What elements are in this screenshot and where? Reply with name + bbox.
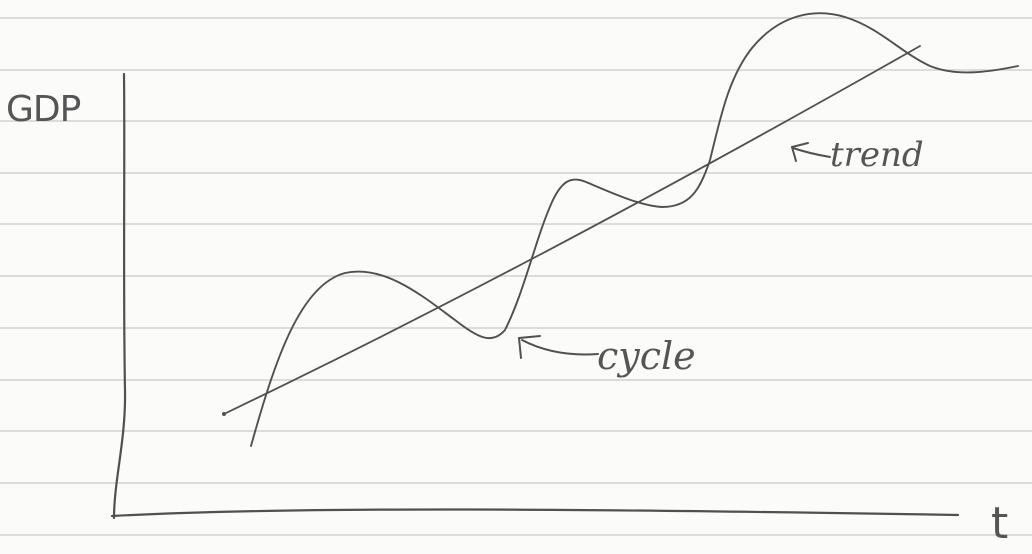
trend-arrow-icon — [791, 142, 831, 162]
trend-annotation: trend — [830, 135, 924, 175]
x-axis — [110, 508, 960, 518]
cycle-annotation: cycle — [597, 334, 696, 378]
x-axis-label: t — [991, 498, 1009, 549]
trend-line-start-dot — [222, 412, 226, 416]
trend-line — [223, 45, 921, 415]
y-axis-label: GDP — [6, 89, 81, 130]
y-axis — [112, 72, 127, 520]
cycle-arrow-icon — [518, 335, 599, 359]
cycle-curve — [250, 12, 1019, 447]
ruled-lines — [0, 17, 1032, 536]
